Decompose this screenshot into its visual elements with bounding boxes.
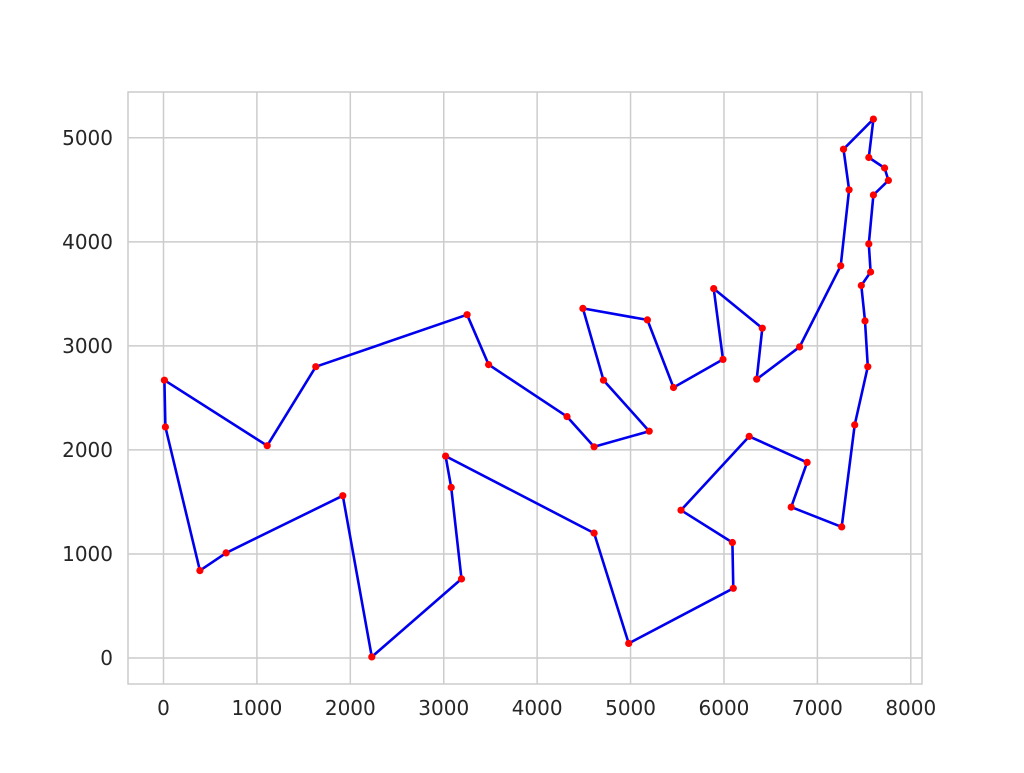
city-point	[485, 361, 493, 369]
markers	[160, 115, 893, 661]
city-point	[884, 176, 893, 184]
city-point	[869, 191, 878, 199]
city-point	[590, 529, 598, 537]
x-tick-label: 0	[157, 696, 170, 720]
tick-labels: 0 1000 2000 3000 4000 5000 6000 7000 8000 0 1000 20…	[62, 126, 936, 720]
grid	[128, 92, 922, 684]
city-point	[463, 311, 471, 319]
city-point	[710, 285, 718, 293]
city-point	[837, 262, 845, 270]
x-tick-label: 4000	[512, 696, 563, 720]
city-point	[838, 523, 846, 531]
city-point	[865, 153, 873, 162]
y-tick-label: 3000	[62, 334, 113, 358]
city-point	[645, 427, 653, 435]
city-point	[865, 240, 873, 248]
x-tick-label: 1000	[231, 696, 282, 720]
city-point	[719, 355, 727, 363]
city-point	[457, 575, 466, 583]
x-tick-label: 8000	[885, 696, 936, 720]
city-point	[803, 458, 811, 466]
city-point	[447, 483, 455, 491]
city-point	[758, 324, 766, 332]
city-point	[745, 432, 753, 440]
city-point	[669, 383, 678, 392]
city-point	[845, 186, 853, 194]
x-tick-label: 3000	[418, 696, 469, 720]
city-point	[729, 584, 737, 592]
y-tick-label: 1000	[62, 542, 113, 566]
city-point	[442, 452, 450, 460]
city-point	[753, 375, 761, 383]
city-point	[161, 423, 169, 431]
city-point	[263, 442, 271, 450]
city-point	[881, 164, 889, 172]
city-point	[867, 268, 875, 276]
city-point	[864, 363, 872, 371]
city-point	[368, 653, 376, 661]
x-tick-label: 6000	[699, 696, 750, 720]
y-tick-label: 5000	[62, 126, 113, 150]
city-point	[861, 317, 869, 325]
city-point	[599, 376, 608, 384]
x-tick-label: 7000	[792, 696, 843, 720]
city-point	[339, 492, 347, 500]
city-point	[857, 281, 865, 290]
city-point	[851, 421, 859, 429]
city-point	[677, 506, 685, 514]
city-point	[196, 567, 204, 575]
x-tick-label: 2000	[325, 696, 376, 720]
city-point	[312, 363, 320, 371]
city-point	[222, 549, 230, 557]
city-point	[796, 343, 804, 351]
city-point	[563, 413, 571, 421]
city-point	[869, 115, 878, 123]
city-point	[160, 376, 168, 384]
city-point	[579, 304, 587, 312]
city-point	[787, 503, 795, 511]
city-point	[643, 316, 652, 324]
plot-frame	[127, 91, 923, 685]
city-point	[625, 639, 633, 648]
y-tick-label: 4000	[62, 230, 113, 254]
city-point	[839, 145, 848, 153]
city-point	[728, 538, 737, 547]
y-tick-label: 0	[100, 646, 113, 670]
y-tick-label: 2000	[62, 438, 113, 462]
city-point	[590, 443, 598, 451]
x-tick-label: 5000	[605, 696, 656, 720]
